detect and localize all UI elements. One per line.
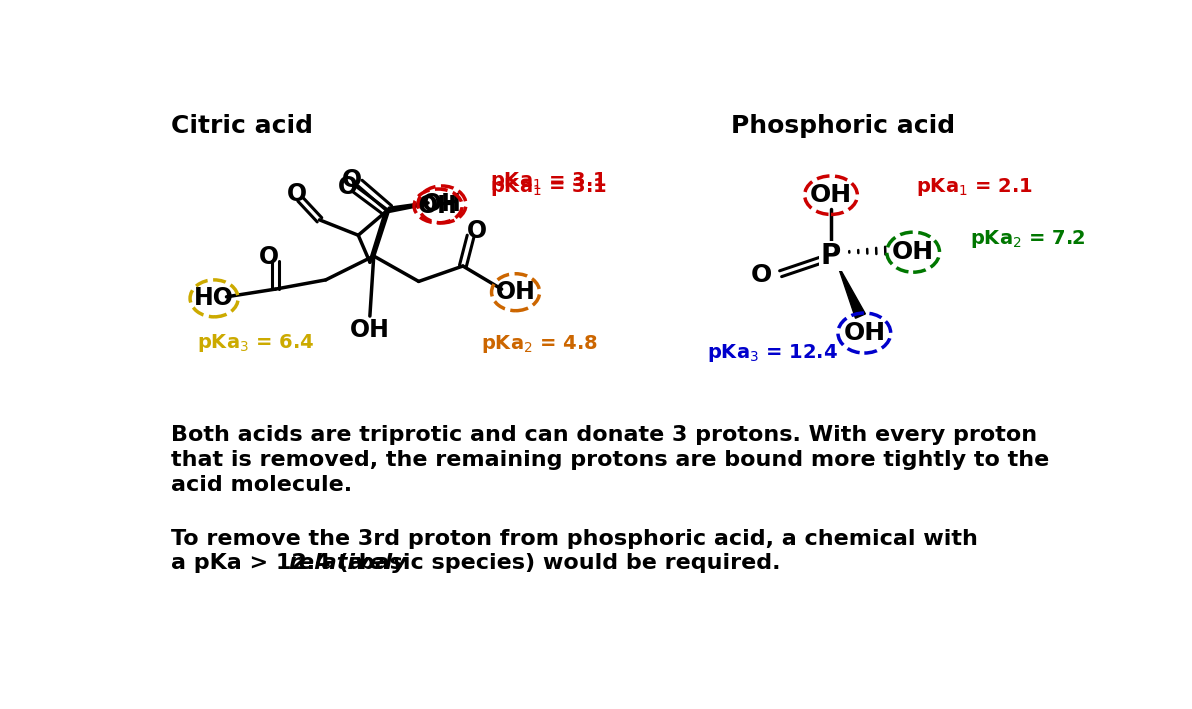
Text: pKa$_1$ = 2.1: pKa$_1$ = 2.1 xyxy=(917,176,1033,198)
Text: O: O xyxy=(342,168,362,192)
Text: basic species) would be required.: basic species) would be required. xyxy=(352,553,781,574)
Text: pKa$_3$ = 6.4: pKa$_3$ = 6.4 xyxy=(197,332,315,354)
Text: O: O xyxy=(467,219,486,243)
Text: a pKa > 12.4 (a: a pKa > 12.4 (a xyxy=(170,553,371,574)
Text: Phosphoric acid: Phosphoric acid xyxy=(731,114,955,138)
Text: O: O xyxy=(259,245,279,269)
Text: O: O xyxy=(339,176,359,199)
Text: Citric acid: Citric acid xyxy=(170,114,312,138)
Text: pKa$_1$ = 3.1: pKa$_1$ = 3.1 xyxy=(490,176,607,198)
Text: OH: OH xyxy=(350,318,390,342)
Text: OH: OH xyxy=(422,192,461,216)
Polygon shape xyxy=(837,264,865,318)
Text: HO: HO xyxy=(194,286,234,311)
Text: OH: OH xyxy=(496,280,535,304)
Text: acid molecule.: acid molecule. xyxy=(170,475,352,495)
Text: O: O xyxy=(751,263,772,287)
Text: To remove the 3rd proton from phosphoric acid, a chemical with: To remove the 3rd proton from phosphoric… xyxy=(170,529,977,549)
Text: P: P xyxy=(821,242,842,270)
Text: that is removed, the remaining protons are bound more tightly to the: that is removed, the remaining protons a… xyxy=(170,450,1049,470)
Text: OH: OH xyxy=(843,321,886,345)
Text: OH: OH xyxy=(892,240,935,264)
Text: Both acids are triprotic and can donate 3 protons. With every proton: Both acids are triprotic and can donate … xyxy=(170,425,1037,445)
Text: pKa$_1$ = 3.1: pKa$_1$ = 3.1 xyxy=(490,170,607,192)
Text: pKa$_2$ = 7.2: pKa$_2$ = 7.2 xyxy=(970,228,1086,250)
Text: pKa$_2$ = 4.8: pKa$_2$ = 4.8 xyxy=(480,333,597,354)
Text: O: O xyxy=(287,182,308,206)
Text: OH: OH xyxy=(418,194,458,218)
Text: relatively: relatively xyxy=(288,553,408,574)
Text: OH: OH xyxy=(809,183,852,207)
Text: pKa$_3$ = 12.4: pKa$_3$ = 12.4 xyxy=(707,342,838,364)
